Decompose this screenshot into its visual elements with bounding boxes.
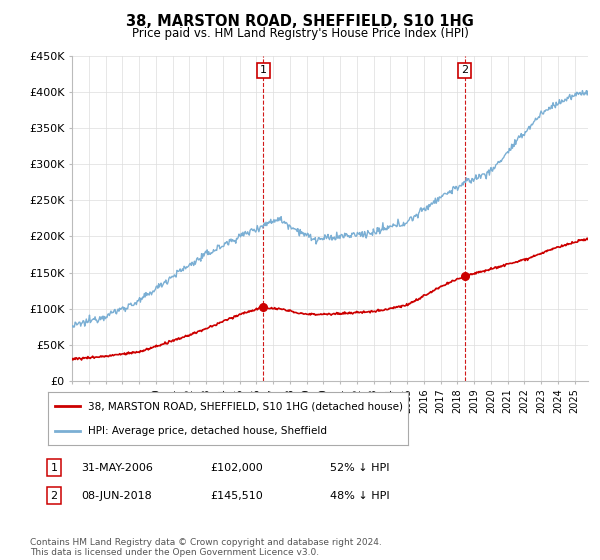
Text: 08-JUN-2018: 08-JUN-2018	[81, 491, 152, 501]
Text: 52% ↓ HPI: 52% ↓ HPI	[330, 463, 389, 473]
Text: 1: 1	[50, 463, 58, 473]
Text: Price paid vs. HM Land Registry's House Price Index (HPI): Price paid vs. HM Land Registry's House …	[131, 27, 469, 40]
Text: 31-MAY-2006: 31-MAY-2006	[81, 463, 153, 473]
Text: Contains HM Land Registry data © Crown copyright and database right 2024.
This d: Contains HM Land Registry data © Crown c…	[30, 538, 382, 557]
Text: 2: 2	[461, 66, 468, 76]
Text: HPI: Average price, detached house, Sheffield: HPI: Average price, detached house, Shef…	[88, 426, 326, 436]
Text: £145,510: £145,510	[210, 491, 263, 501]
Text: £102,000: £102,000	[210, 463, 263, 473]
Text: 2: 2	[50, 491, 58, 501]
Text: 38, MARSTON ROAD, SHEFFIELD, S10 1HG: 38, MARSTON ROAD, SHEFFIELD, S10 1HG	[126, 14, 474, 29]
Text: 38, MARSTON ROAD, SHEFFIELD, S10 1HG (detached house): 38, MARSTON ROAD, SHEFFIELD, S10 1HG (de…	[88, 402, 403, 412]
Text: 1: 1	[260, 66, 267, 76]
Text: 48% ↓ HPI: 48% ↓ HPI	[330, 491, 389, 501]
